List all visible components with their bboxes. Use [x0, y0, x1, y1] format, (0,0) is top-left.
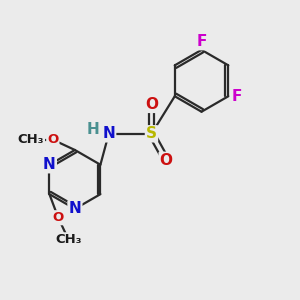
Text: O: O: [47, 133, 58, 146]
Text: O: O: [52, 211, 64, 224]
Text: F: F: [196, 34, 207, 49]
Text: F: F: [231, 89, 242, 104]
Text: CH₃: CH₃: [55, 233, 82, 246]
Text: O: O: [145, 97, 158, 112]
Text: N: N: [43, 157, 56, 172]
Text: O: O: [160, 153, 173, 168]
Text: N: N: [68, 201, 81, 216]
Text: S: S: [146, 126, 157, 141]
Text: N: N: [102, 126, 115, 141]
Text: CH₃: CH₃: [17, 133, 44, 146]
Text: H: H: [86, 122, 99, 137]
